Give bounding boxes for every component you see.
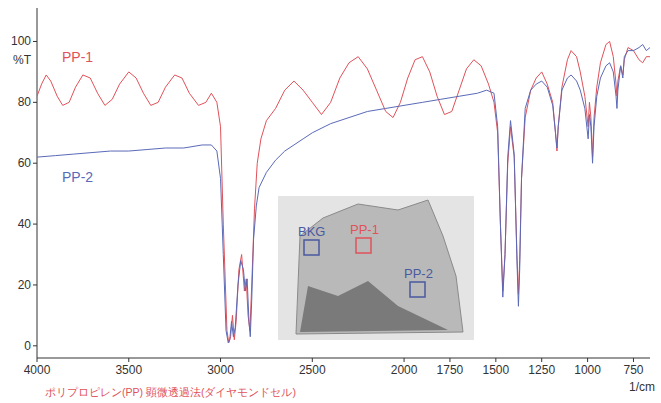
region-box [410,282,425,297]
x-tick [312,358,313,362]
x-tick [128,358,129,362]
y-tick [33,224,37,225]
y-axis [37,8,38,358]
x-tick-label: 4000 [24,363,51,377]
region-box [304,240,319,255]
y-tick [33,102,37,103]
spectrum-line [37,45,650,343]
x-tick-label: 750 [623,363,643,377]
inset-photo: BKG PP-1 PP-2 [278,196,474,340]
photo-ground [278,196,474,340]
y-tick [33,163,37,164]
x-tick [449,358,450,362]
y-tick-label: 80 [18,95,32,109]
x-tick-label: 3500 [115,363,142,377]
region-label: PP-2 [404,266,433,281]
series-label: PP-2 [62,169,93,185]
region-label: BKG [298,224,325,239]
y-tick [33,284,37,285]
x-tick [404,358,405,362]
x-tick [541,358,542,362]
x-tick [220,358,221,362]
photo-shadow [300,281,448,332]
x-tick [587,358,588,362]
x-tick-label: 1750 [437,363,464,377]
y-tick-label: 60 [18,156,32,170]
series-label: PP-1 [62,49,93,65]
y-tick-label: 40 [18,217,32,231]
x-tick [633,358,634,362]
x-tick-label: 1000 [574,363,601,377]
caption: ポリプロピレン(PP) 顕微透過法(ダイヤモンドセル) [45,386,296,398]
y-tick-label: 100 [11,34,31,48]
y-tick-label: 20 [18,278,32,292]
y-axis-label: %T [13,53,32,67]
x-axis-label: 1/cm [629,380,655,394]
plot-area [37,41,650,342]
x-tick [495,358,496,362]
chart: 0 20 40 60 80 100 4000 3500 3000 2500 2000 1750 1500… [0,0,661,403]
x-tick-label: 1500 [482,363,509,377]
spectrum-line [37,41,650,342]
x-tick-label: 2500 [299,363,326,377]
region-label: PP-1 [350,222,379,237]
y-tick [33,41,37,42]
x-tick-label: 1250 [528,363,555,377]
y-tick-label: 0 [24,339,31,353]
y-tick [33,345,37,346]
x-tick-label: 3000 [207,363,234,377]
photo-sample [296,200,463,334]
x-tick-label: 2000 [391,363,418,377]
x-tick [37,358,38,362]
region-box [356,238,371,253]
